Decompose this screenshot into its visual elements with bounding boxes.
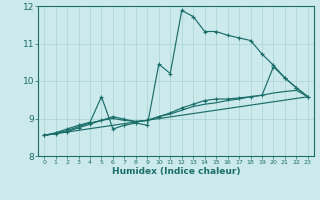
X-axis label: Humidex (Indice chaleur): Humidex (Indice chaleur) bbox=[112, 167, 240, 176]
